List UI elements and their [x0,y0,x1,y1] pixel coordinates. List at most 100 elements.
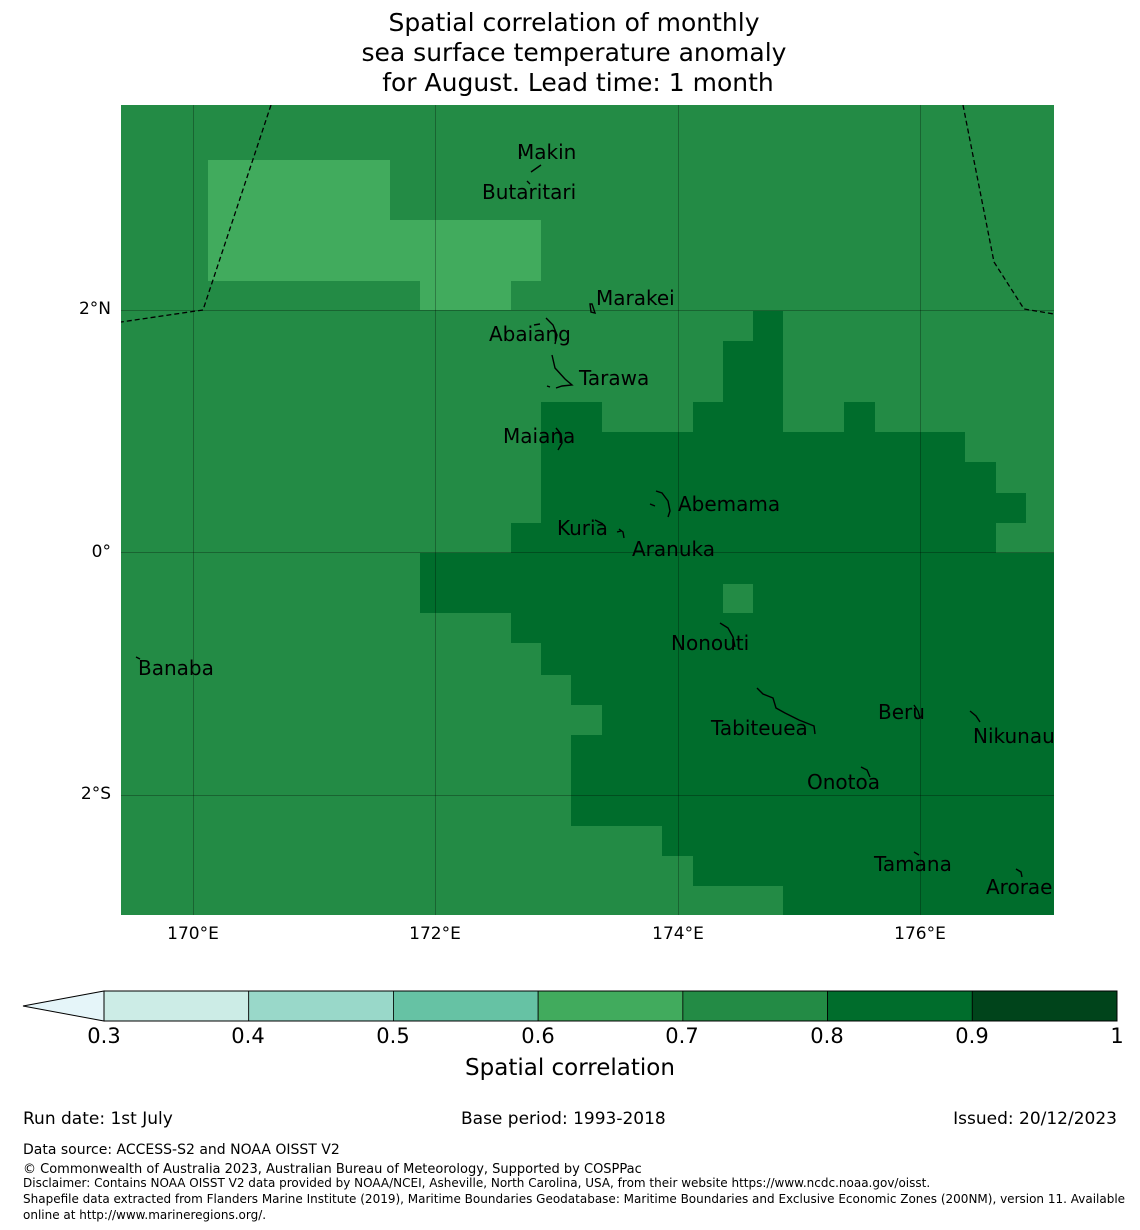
lon-tick-176e: 176°E [894,924,946,944]
colorbar-box [537,990,684,1022]
eez-boundaries [121,105,1054,878]
island-label-tabiteuea: Tabiteuea [711,716,808,740]
island-label-marakei: Marakei [596,286,675,310]
correlation-cell [541,643,1054,675]
correlation-cell [844,402,875,432]
colorbar-tick-0-9: 0.9 [955,1024,989,1048]
colorbar-box [393,990,539,1022]
island-shape-abaiang [533,317,558,345]
island-label-arorae: Arorae [986,875,1053,899]
eez-boundary-west [121,105,272,323]
base-period: Base period: 1993-2018 [461,1109,666,1129]
island-shape-abemama [649,490,671,518]
correlation-cell [662,826,1054,856]
island-shape-beru [913,704,921,719]
island-shape-makin-butaritari [519,149,542,185]
island-label-onotoa: Onotoa [807,770,880,794]
colorbar-boxes [103,990,1118,1022]
island-label-butaritari: Butaritari [482,180,577,204]
correlation-cell [541,462,996,493]
shapefile-credit-line2: online at http://www.marineregions.org/. [23,1208,267,1222]
parallel-equator [121,552,1054,553]
colorbar-box [827,990,973,1022]
island-shape-marakei [589,303,597,314]
correlation-cell [723,584,753,613]
meridian-174e [678,105,679,915]
correlation-cell [571,735,1054,826]
copyright-notice: © Commonwealth of Australia 2023, Austra… [23,1162,642,1177]
correlation-cell [723,341,783,402]
island-shape-banaba [135,656,141,660]
lat-tick-2n: 2°N [78,299,111,319]
meridian-176e [920,105,921,915]
correlation-cell [996,493,1026,523]
correlation-cell [693,856,1054,886]
lon-tick-172e: 172°E [409,924,461,944]
correlation-cell [541,432,965,462]
colorbar-box [971,990,1118,1022]
island-label-makin: Makin [517,140,577,164]
colorbar-box [682,990,828,1022]
colorbar-box [103,990,250,1022]
parallel-2n [121,310,1054,311]
island-label-tamana: Tamana [874,852,952,876]
island-shape-tamana [913,851,920,856]
island-label-abemama: Abemama [678,492,781,516]
island-label-aranuka: Aranuka [632,537,715,561]
colorbar-outline [103,990,1118,1022]
correlation-cell [420,281,511,310]
island-label-maiana: Maiana [503,424,576,448]
data-source: Data source: ACCESS-S2 and NOAA OISST V2 [23,1142,340,1158]
correlation-cell [541,402,602,432]
correlation-cell [783,886,1054,915]
correlation-map: Makin Butaritari Marakei Abaiang Tarawa … [121,105,1054,915]
island-shape-tarawa [546,354,574,389]
correlation-cell [390,220,541,281]
correlation-cell [571,675,1054,705]
eez-boundary-east [962,105,1054,315]
island-shape-nikunau [969,710,981,723]
run-date: Run date: 1st July [23,1109,173,1129]
colorbar-tick-0-5: 0.5 [376,1024,410,1048]
lat-tick-0: 0° [91,542,111,562]
island-label-abaiang: Abaiang [489,322,571,346]
correlation-cell [511,523,996,553]
island-shape-kuria-aranuka [594,519,625,539]
meridian-172e [435,105,436,915]
island-shape-maiana [555,427,563,451]
colorbar-tick-0-6: 0.6 [521,1024,555,1048]
colorbar-tick-1: 1 [1110,1024,1124,1048]
colorbar [22,990,1118,1022]
correlation-cell [693,402,783,432]
colorbar-box [248,990,394,1022]
colorbar-label: Spatial correlation [465,1055,675,1081]
colorbar-tick-0-8: 0.8 [810,1024,844,1048]
disclaimer: Disclaimer: Contains NOAA OISST V2 data … [23,1176,931,1190]
island-label-tarawa: Tarawa [579,366,650,390]
correlation-cell [208,160,390,281]
lat-tick-2s: 2°S [80,784,111,804]
island-outlines [135,149,1023,878]
meridian-170e [193,105,194,915]
correlation-cell [541,493,996,523]
island-shape-arorae [1015,868,1023,878]
island-shape-onotoa [860,766,871,778]
shapefile-credit-line1: Shapefile data extracted from Flanders M… [23,1192,1126,1206]
lon-tick-174e: 174°E [652,924,704,944]
correlation-cell [753,311,783,341]
chart-title: Spatial correlation of monthly sea surfa… [361,8,787,97]
island-label-beru: Beru [878,700,925,724]
correlation-cell [511,613,1054,643]
island-label-banaba: Banaba [138,656,214,680]
island-label-nonouti: Nonouti [671,631,750,655]
issued-date: Issued: 20/12/2023 [953,1109,1117,1129]
colorbar-tick-0-3: 0.3 [87,1024,121,1048]
island-label-nikunau: Nikunau [973,724,1054,748]
colorbar-tick-0-7: 0.7 [665,1024,699,1048]
colorbar-extend-triangle [22,990,105,1022]
lon-tick-170e: 170°E [167,924,219,944]
colorbar-tick-0-4: 0.4 [231,1024,265,1048]
parallel-2s [121,795,1054,796]
island-shape-tabiteuea [756,687,816,735]
island-label-kuria: Kuria [557,516,608,540]
